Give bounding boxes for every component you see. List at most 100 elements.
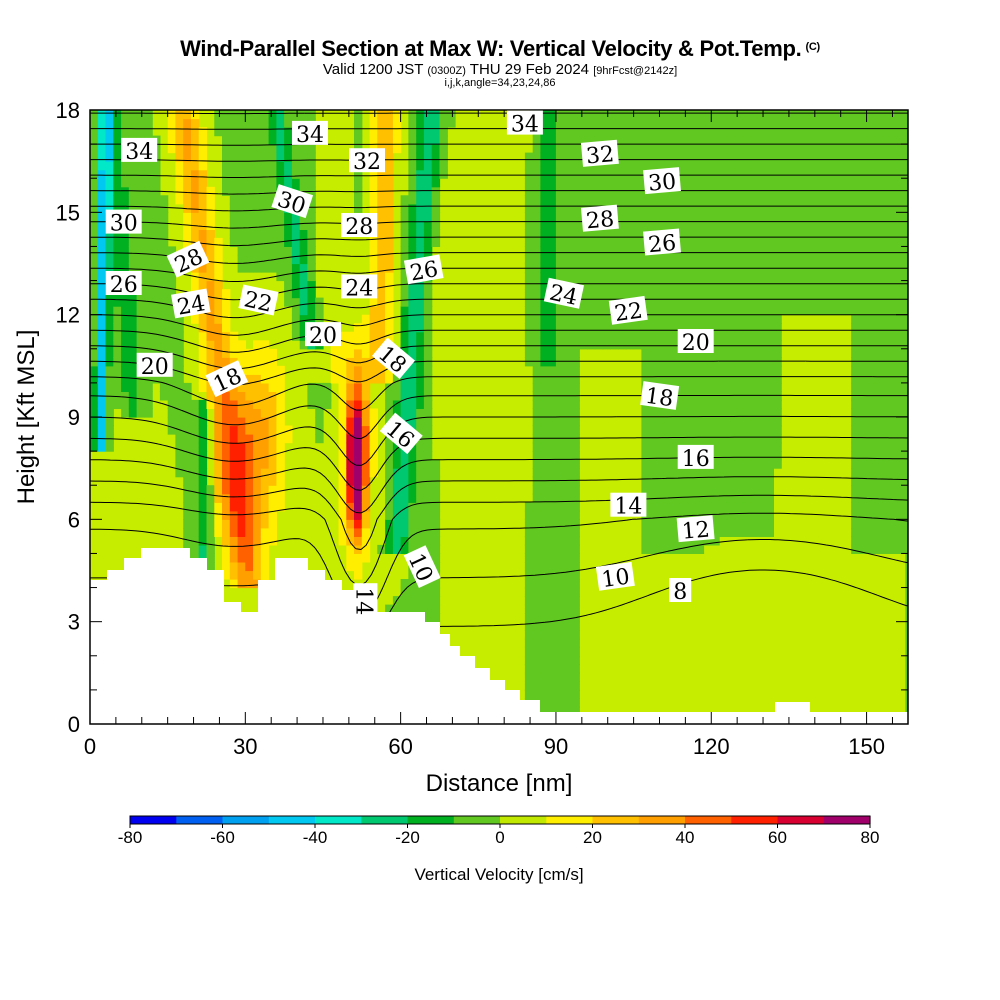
velocity-cell — [276, 110, 285, 120]
contour-label: 16 — [677, 444, 714, 472]
velocity-cell — [905, 502, 908, 512]
velocity-cell — [245, 127, 254, 137]
velocity-cell — [781, 220, 790, 230]
velocity-cell — [571, 604, 580, 614]
velocity-cell — [408, 570, 417, 580]
velocity-cell — [866, 544, 875, 554]
velocity-cell — [105, 246, 114, 256]
velocity-cell — [827, 127, 837, 137]
velocity-cell — [540, 110, 549, 120]
velocity-cell — [703, 408, 712, 418]
velocity-cell — [781, 161, 790, 171]
velocity-cell — [555, 689, 565, 699]
velocity-cell — [820, 255, 829, 265]
velocity-cell — [563, 493, 573, 503]
velocity-cell — [571, 553, 580, 563]
contour-label: 24 — [171, 288, 211, 321]
velocity-cell — [268, 246, 277, 256]
velocity-cell — [804, 212, 813, 222]
velocity-cell — [851, 485, 860, 495]
velocity-cell — [198, 314, 208, 324]
velocity-cell — [555, 647, 565, 657]
velocity-cell — [672, 323, 681, 333]
velocity-cell — [253, 110, 262, 120]
velocity-cell — [726, 519, 736, 529]
velocity-cell — [757, 340, 767, 350]
velocity-cell — [307, 263, 316, 273]
velocity-cell — [719, 212, 728, 222]
velocity-cell — [361, 331, 371, 341]
velocity-cell — [571, 306, 580, 316]
velocity-cell — [587, 331, 596, 341]
velocity-cell — [268, 144, 277, 154]
velocity-cell — [121, 110, 130, 120]
velocity-cell — [587, 186, 596, 196]
velocity-cell — [136, 195, 145, 205]
velocity-cell — [191, 178, 200, 188]
velocity-cell — [866, 220, 875, 230]
velocity-cell — [113, 237, 122, 247]
velocity-cell — [843, 212, 852, 222]
velocity-cell — [625, 323, 635, 333]
velocity-cell — [563, 382, 573, 392]
velocity-cell — [905, 152, 908, 162]
velocity-cell — [237, 417, 246, 427]
velocity-cell — [664, 289, 674, 299]
velocity-cell — [765, 357, 774, 367]
velocity-cell — [563, 621, 573, 631]
contour-label-text: 28 — [585, 207, 615, 234]
velocity-cell — [229, 553, 239, 563]
velocity-cell — [307, 110, 316, 120]
velocity-cell — [788, 220, 798, 230]
velocity-cell — [90, 229, 99, 239]
velocity-cell — [874, 314, 883, 324]
velocity-cell — [338, 365, 347, 375]
velocity-cell — [105, 365, 114, 375]
velocity-cell — [680, 237, 689, 247]
velocity-cell — [400, 255, 409, 265]
velocity-cell — [563, 536, 573, 546]
velocity-cell — [726, 246, 736, 256]
velocity-cell — [540, 152, 549, 162]
velocity-cell — [618, 152, 627, 162]
velocity-cell — [897, 382, 906, 392]
velocity-cell — [664, 442, 674, 452]
velocity-cell — [385, 237, 394, 247]
velocity-cell — [268, 451, 277, 461]
velocity-cell — [222, 391, 231, 401]
velocity-cell — [206, 553, 215, 563]
velocity-cell — [695, 203, 705, 213]
velocity-cell — [757, 357, 767, 367]
velocity-cell — [757, 519, 767, 529]
velocity-cell — [750, 442, 759, 452]
velocity-cell — [633, 280, 642, 290]
velocity-cell — [781, 169, 790, 179]
velocity-cell — [385, 323, 394, 333]
velocity-cell — [97, 272, 107, 282]
velocity-cell — [804, 178, 813, 188]
velocity-cell — [361, 340, 371, 350]
velocity-cell — [726, 110, 736, 120]
velocity-cell — [268, 135, 277, 145]
velocity-cell — [361, 314, 371, 324]
velocity-cell — [548, 306, 557, 316]
velocity-cell — [796, 289, 806, 299]
velocity-cell — [851, 169, 860, 179]
contour-label: 10 — [595, 561, 635, 593]
velocity-cell — [532, 144, 542, 154]
velocity-cell — [555, 203, 565, 213]
velocity-cell — [773, 434, 782, 444]
velocity-cell — [851, 527, 860, 537]
velocity-cell — [866, 408, 875, 418]
velocity-cell — [812, 110, 821, 120]
velocity-cell — [664, 502, 674, 512]
velocity-cell — [385, 229, 394, 239]
contour-label-text: 34 — [296, 123, 324, 148]
velocity-cell — [97, 374, 107, 384]
velocity-cell — [695, 272, 705, 282]
x-tick-label: 0 — [84, 734, 96, 759]
theta-contour — [90, 236, 908, 247]
velocity-cell — [268, 152, 277, 162]
velocity-cell — [90, 118, 99, 128]
velocity-cell — [897, 331, 906, 341]
